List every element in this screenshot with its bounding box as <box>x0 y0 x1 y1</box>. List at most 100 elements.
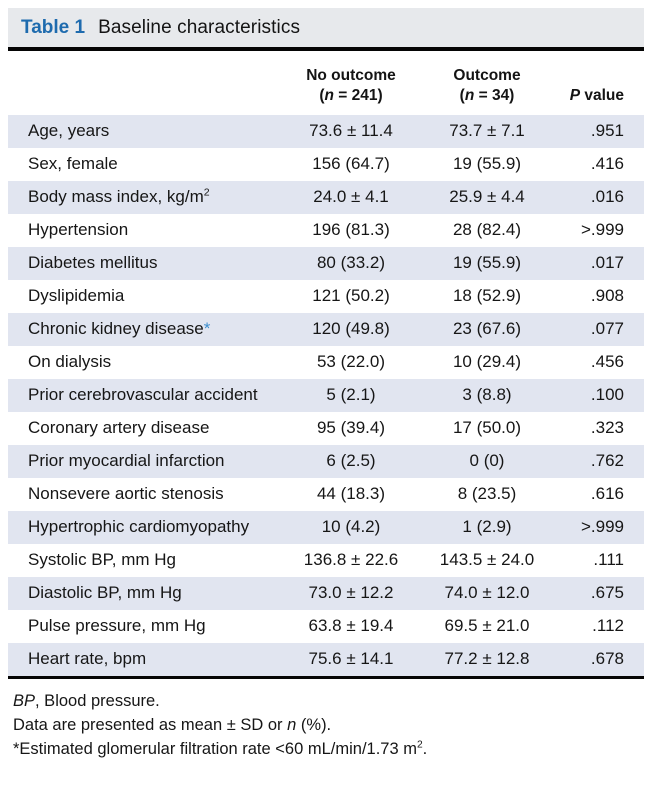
row-label: Pulse pressure, mm Hg <box>28 616 206 635</box>
cell-no-outcome: 24.0 ± 4.1 <box>313 187 389 206</box>
row-label: Heart rate, bpm <box>28 649 147 668</box>
baseline-characteristics-table: No outcome (n = 241) Outcome (n = 34) P … <box>8 51 644 676</box>
cell-outcome: 17 (50.0) <box>452 418 522 437</box>
table-row: Hypertrophic cardiomyopathy 10 (4.2) 1 (2.… <box>8 511 644 544</box>
footnote-line: BP, Blood pressure. <box>13 692 160 710</box>
row-label: Diabetes mellitus <box>28 253 158 272</box>
header-outcome-line1: Outcome <box>453 67 521 84</box>
row-label: Hypertension <box>28 220 129 239</box>
cell-p-value: .416 <box>590 154 624 173</box>
cell-p-value: .908 <box>590 286 624 305</box>
table-label: Table 1 <box>21 17 86 38</box>
cell-p-value: .111 <box>593 550 624 569</box>
cell-p-value: .017 <box>590 253 624 272</box>
footnote-marker: * <box>203 319 211 338</box>
table-row: Prior myocardial infarction 6 (2.5) 0 (0).… <box>8 445 644 478</box>
row-label: Diastolic BP, mm Hg <box>28 583 182 602</box>
row-label: Hypertrophic cardiomyopathy <box>28 517 250 536</box>
cell-no-outcome: 95 (39.4) <box>316 418 386 437</box>
cell-p-value: .678 <box>590 649 624 668</box>
row-label: Age, years <box>28 121 110 140</box>
header-no-outcome-count: (n = 241) <box>319 87 383 104</box>
cell-p-value: .016 <box>590 187 624 206</box>
table-row: On dialysis 53 (22.0) 10 (29.4) .456 <box>8 346 644 379</box>
table-row: Prior cerebrovascular accident 5 (2.1) 3 (… <box>8 379 644 412</box>
row-label: On dialysis <box>28 352 112 371</box>
top-rule <box>8 47 644 51</box>
cell-outcome: 74.0 ± 12.0 <box>444 583 530 602</box>
footnote-line: *Estimated glomerular filtration rate <6… <box>13 739 428 758</box>
cell-outcome: 1 (2.9) <box>462 517 512 536</box>
table-row: Coronary artery disease 95 (39.4) 17 (50.0… <box>8 412 644 445</box>
cell-no-outcome: 136.8 ± 22.6 <box>303 550 399 569</box>
table-row: Body mass index, kg/m2 24.0 ± 4.1 25.9 ± 4… <box>8 181 644 214</box>
header-outcome: Outcome (n = 34) <box>426 51 548 115</box>
table-row: Hypertension 196 (81.3) 28 (82.4) >.999 <box>8 214 644 247</box>
header-row: No outcome (n = 241) Outcome (n = 34) P … <box>8 51 644 115</box>
cell-outcome: 19 (55.9) <box>452 154 522 173</box>
table-row: Pulse pressure, mm Hg 63.8 ± 19.4 69.5 ± 2… <box>8 610 644 643</box>
cell-no-outcome: 44 (18.3) <box>316 484 386 503</box>
cell-p-value: .100 <box>590 385 624 404</box>
cell-no-outcome: 80 (33.2) <box>316 253 386 272</box>
row-label: Coronary artery disease <box>28 418 210 437</box>
table-row: Dyslipidemia 121 (50.2) 18 (52.9) .908 <box>8 280 644 313</box>
cell-p-value: .616 <box>590 484 624 503</box>
cell-outcome: 19 (55.9) <box>452 253 522 272</box>
row-label: Systolic BP, mm Hg <box>28 550 177 569</box>
cell-outcome: 0 (0) <box>469 451 505 470</box>
row-label: Dyslipidemia <box>28 286 125 305</box>
cell-outcome: 8 (23.5) <box>457 484 517 503</box>
cell-p-value: .762 <box>590 451 624 470</box>
bottom-rule <box>8 676 644 679</box>
table-row: Age, years 73.6 ± 11.4 73.7 ± 7.1 .951 <box>8 115 644 148</box>
cell-outcome: 23 (67.6) <box>452 319 522 338</box>
cell-outcome: 18 (52.9) <box>452 286 522 305</box>
table-row: Diabetes mellitus 80 (33.2) 19 (55.9) .017 <box>8 247 644 280</box>
cell-no-outcome: 120 (49.8) <box>312 319 390 338</box>
cell-no-outcome: 121 (50.2) <box>312 286 390 305</box>
cell-outcome: 73.7 ± 7.1 <box>449 121 525 140</box>
table-row: Chronic kidney disease* 120 (49.8) 23 (67.… <box>8 313 644 346</box>
cell-p-value: .112 <box>592 616 624 635</box>
table-row: Sex, female 156 (64.7) 19 (55.9) .416 <box>8 148 644 181</box>
row-label: Nonsevere aortic stenosis <box>28 484 224 503</box>
row-label: Prior cerebrovascular accident <box>28 385 258 404</box>
footnote-line: Data are presented as mean ± SD or n (%)… <box>13 716 332 734</box>
table-row: Diastolic BP, mm Hg 73.0 ± 12.2 74.0 ± 12.… <box>8 577 644 610</box>
table-row: Nonsevere aortic stenosis 44 (18.3) 8 (23.… <box>8 478 644 511</box>
cell-p-value: .675 <box>590 583 624 602</box>
table-body: Age, years 73.6 ± 11.4 73.7 ± 7.1 .951 Sex, … <box>8 115 644 676</box>
header-no-outcome: No outcome (n = 241) <box>276 51 426 115</box>
table-1-card: Table 1 Baseline characteristics No outco… <box>8 8 644 761</box>
cell-no-outcome: 10 (4.2) <box>321 517 381 536</box>
table-row: Heart rate, bpm 75.6 ± 14.1 77.2 ± 12.8 .67… <box>8 643 644 676</box>
cell-p-value: >.999 <box>580 517 624 536</box>
cell-no-outcome: 53 (22.0) <box>316 352 386 371</box>
cell-no-outcome: 196 (81.3) <box>312 220 390 239</box>
cell-no-outcome: 63.8 ± 19.4 <box>308 616 394 635</box>
cell-p-value: >.999 <box>580 220 624 239</box>
row-label: Sex, female <box>28 154 118 173</box>
cell-outcome: 77.2 ± 12.8 <box>444 649 530 668</box>
cell-p-value: .456 <box>590 352 624 371</box>
row-label: Chronic kidney disease* <box>28 319 211 338</box>
table-title: Baseline characteristics <box>98 17 301 38</box>
header-no-outcome-line1: No outcome <box>306 67 396 84</box>
header-p-value: P value <box>548 51 644 115</box>
header-row-label <box>8 51 276 115</box>
cell-outcome: 143.5 ± 24.0 <box>439 550 535 569</box>
cell-outcome: 28 (82.4) <box>452 220 522 239</box>
table-header: No outcome (n = 241) Outcome (n = 34) P … <box>8 51 644 115</box>
row-label: Prior myocardial infarction <box>28 451 225 470</box>
cell-p-value: .077 <box>590 319 624 338</box>
cell-p-value: .323 <box>590 418 624 437</box>
cell-p-value: .951 <box>590 121 624 140</box>
row-label: Body mass index, kg/m2 <box>28 186 210 206</box>
cell-no-outcome: 156 (64.7) <box>312 154 390 173</box>
table-row: Systolic BP, mm Hg 136.8 ± 22.6 143.5 ± 24… <box>8 544 644 577</box>
header-outcome-count: (n = 34) <box>459 87 515 104</box>
cell-outcome: 69.5 ± 21.0 <box>444 616 530 635</box>
cell-outcome: 3 (8.8) <box>462 385 512 404</box>
cell-no-outcome: 73.0 ± 12.2 <box>308 583 394 602</box>
